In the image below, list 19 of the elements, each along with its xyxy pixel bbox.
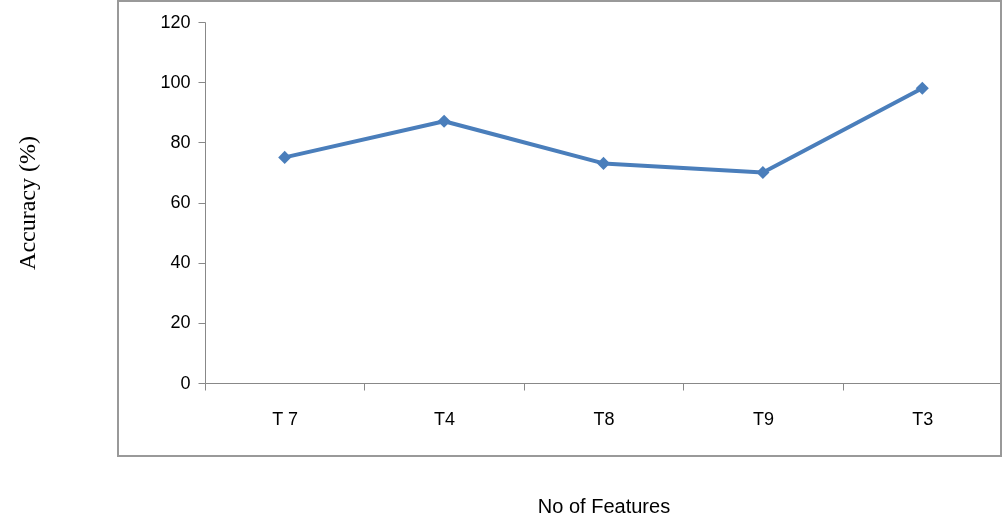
point <box>756 165 770 179</box>
x-tick-label: T8 <box>593 408 615 429</box>
point <box>437 114 451 128</box>
x-tick-label: T3 <box>912 408 934 429</box>
y-tick-label: 40 <box>170 252 191 273</box>
point <box>278 150 292 164</box>
y-tick-label: 100 <box>160 71 191 92</box>
point <box>915 81 929 95</box>
x-tick-label: T4 <box>434 408 456 429</box>
x-axis-title: No of Features <box>537 494 671 517</box>
x-tick-label: T9 <box>752 408 774 429</box>
point <box>596 156 611 170</box>
y-tick-label: 120 <box>160 11 191 32</box>
x-tick-label: T 7 <box>272 408 299 429</box>
y-axis-title: Accuracy (%) <box>14 136 41 270</box>
y-tick-label: 20 <box>170 312 191 333</box>
y-tick-label: 60 <box>170 192 191 212</box>
y-tick-label: 0 <box>180 372 191 393</box>
y-tick-label: 80 <box>170 131 191 152</box>
